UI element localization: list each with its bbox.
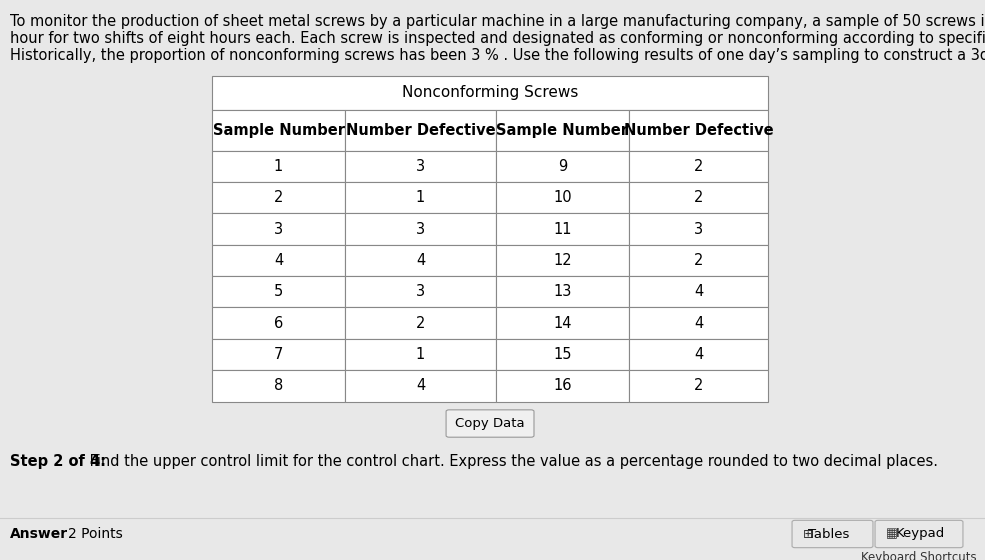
Text: 4: 4: [694, 347, 703, 362]
Text: Keyboard Shortcuts: Keyboard Shortcuts: [861, 551, 977, 560]
Text: 4: 4: [274, 253, 283, 268]
Text: 2: 2: [694, 159, 703, 174]
Bar: [346, 245, 495, 276]
Text: Find the upper control limit for the control chart. Express the value as a perce: Find the upper control limit for the con…: [85, 454, 938, 469]
Bar: [495, 245, 629, 276]
Text: 2: 2: [694, 379, 703, 393]
Bar: [212, 151, 346, 182]
Text: 1: 1: [274, 159, 283, 174]
Text: Answer: Answer: [10, 527, 68, 541]
Text: To monitor the production of sheet metal screws by a particular machine in a lar: To monitor the production of sheet metal…: [10, 14, 985, 29]
Text: 5: 5: [274, 284, 283, 299]
Text: 1: 1: [416, 190, 426, 205]
Text: 2: 2: [274, 190, 284, 205]
Bar: [495, 110, 629, 151]
Bar: [346, 182, 495, 213]
Text: 16: 16: [554, 379, 571, 393]
Text: Historically, the proportion of nonconforming screws has been 3 % . Use the foll: Historically, the proportion of nonconfo…: [10, 48, 985, 63]
Text: 10: 10: [553, 190, 571, 205]
Text: 13: 13: [554, 284, 571, 299]
Bar: [629, 213, 768, 245]
Text: 4: 4: [694, 316, 703, 330]
Text: 1: 1: [416, 347, 426, 362]
Bar: [212, 307, 346, 339]
Bar: [629, 182, 768, 213]
Text: Sample Number: Sample Number: [496, 123, 628, 138]
Text: ⊞: ⊞: [803, 528, 814, 540]
Bar: [629, 307, 768, 339]
FancyBboxPatch shape: [875, 520, 963, 548]
Bar: [495, 307, 629, 339]
Bar: [346, 213, 495, 245]
Bar: [629, 276, 768, 307]
Text: Number Defective: Number Defective: [346, 123, 495, 138]
FancyBboxPatch shape: [446, 410, 534, 437]
Bar: [495, 182, 629, 213]
Text: 4: 4: [694, 284, 703, 299]
Text: 2 Points: 2 Points: [68, 527, 123, 541]
Bar: [212, 110, 346, 151]
Bar: [495, 339, 629, 370]
Text: 14: 14: [554, 316, 571, 330]
Text: 3: 3: [416, 222, 426, 236]
Text: Nonconforming Screws: Nonconforming Screws: [402, 86, 578, 100]
Bar: [495, 370, 629, 402]
Text: Copy Data: Copy Data: [455, 417, 525, 430]
Text: 3: 3: [416, 284, 426, 299]
Text: 2: 2: [694, 190, 703, 205]
Bar: [346, 339, 495, 370]
Text: 3: 3: [416, 159, 426, 174]
Text: 3: 3: [694, 222, 703, 236]
Bar: [346, 307, 495, 339]
Bar: [495, 213, 629, 245]
Bar: [629, 370, 768, 402]
Text: 15: 15: [554, 347, 571, 362]
Bar: [346, 276, 495, 307]
Bar: [629, 339, 768, 370]
Text: 7: 7: [274, 347, 284, 362]
Text: ▦: ▦: [886, 528, 897, 540]
Bar: [212, 245, 346, 276]
Text: 4: 4: [416, 379, 426, 393]
Text: Tables: Tables: [808, 528, 849, 540]
Bar: [212, 276, 346, 307]
Text: 6: 6: [274, 316, 283, 330]
Text: 3: 3: [274, 222, 283, 236]
Bar: [212, 370, 346, 402]
Bar: [495, 151, 629, 182]
Bar: [212, 213, 346, 245]
Bar: [346, 151, 495, 182]
Text: 2: 2: [694, 253, 703, 268]
Text: Number Defective: Number Defective: [624, 123, 773, 138]
Bar: [212, 339, 346, 370]
Text: 2: 2: [416, 316, 426, 330]
Text: Keypad: Keypad: [896, 528, 946, 540]
Text: 4: 4: [416, 253, 426, 268]
Bar: [346, 370, 495, 402]
Bar: [212, 182, 346, 213]
Bar: [629, 110, 768, 151]
Bar: [495, 276, 629, 307]
Text: Step 2 of 4:: Step 2 of 4:: [10, 454, 106, 469]
Text: 11: 11: [554, 222, 571, 236]
FancyBboxPatch shape: [792, 520, 873, 548]
Bar: [212, 76, 768, 110]
Text: Sample Number: Sample Number: [213, 123, 345, 138]
Text: 8: 8: [274, 379, 283, 393]
Text: hour for two shifts of eight hours each. Each screw is inspected and designated : hour for two shifts of eight hours each.…: [10, 31, 985, 46]
Text: 12: 12: [553, 253, 571, 268]
Bar: [346, 110, 495, 151]
Bar: [629, 151, 768, 182]
Bar: [629, 245, 768, 276]
Text: 9: 9: [558, 159, 567, 174]
